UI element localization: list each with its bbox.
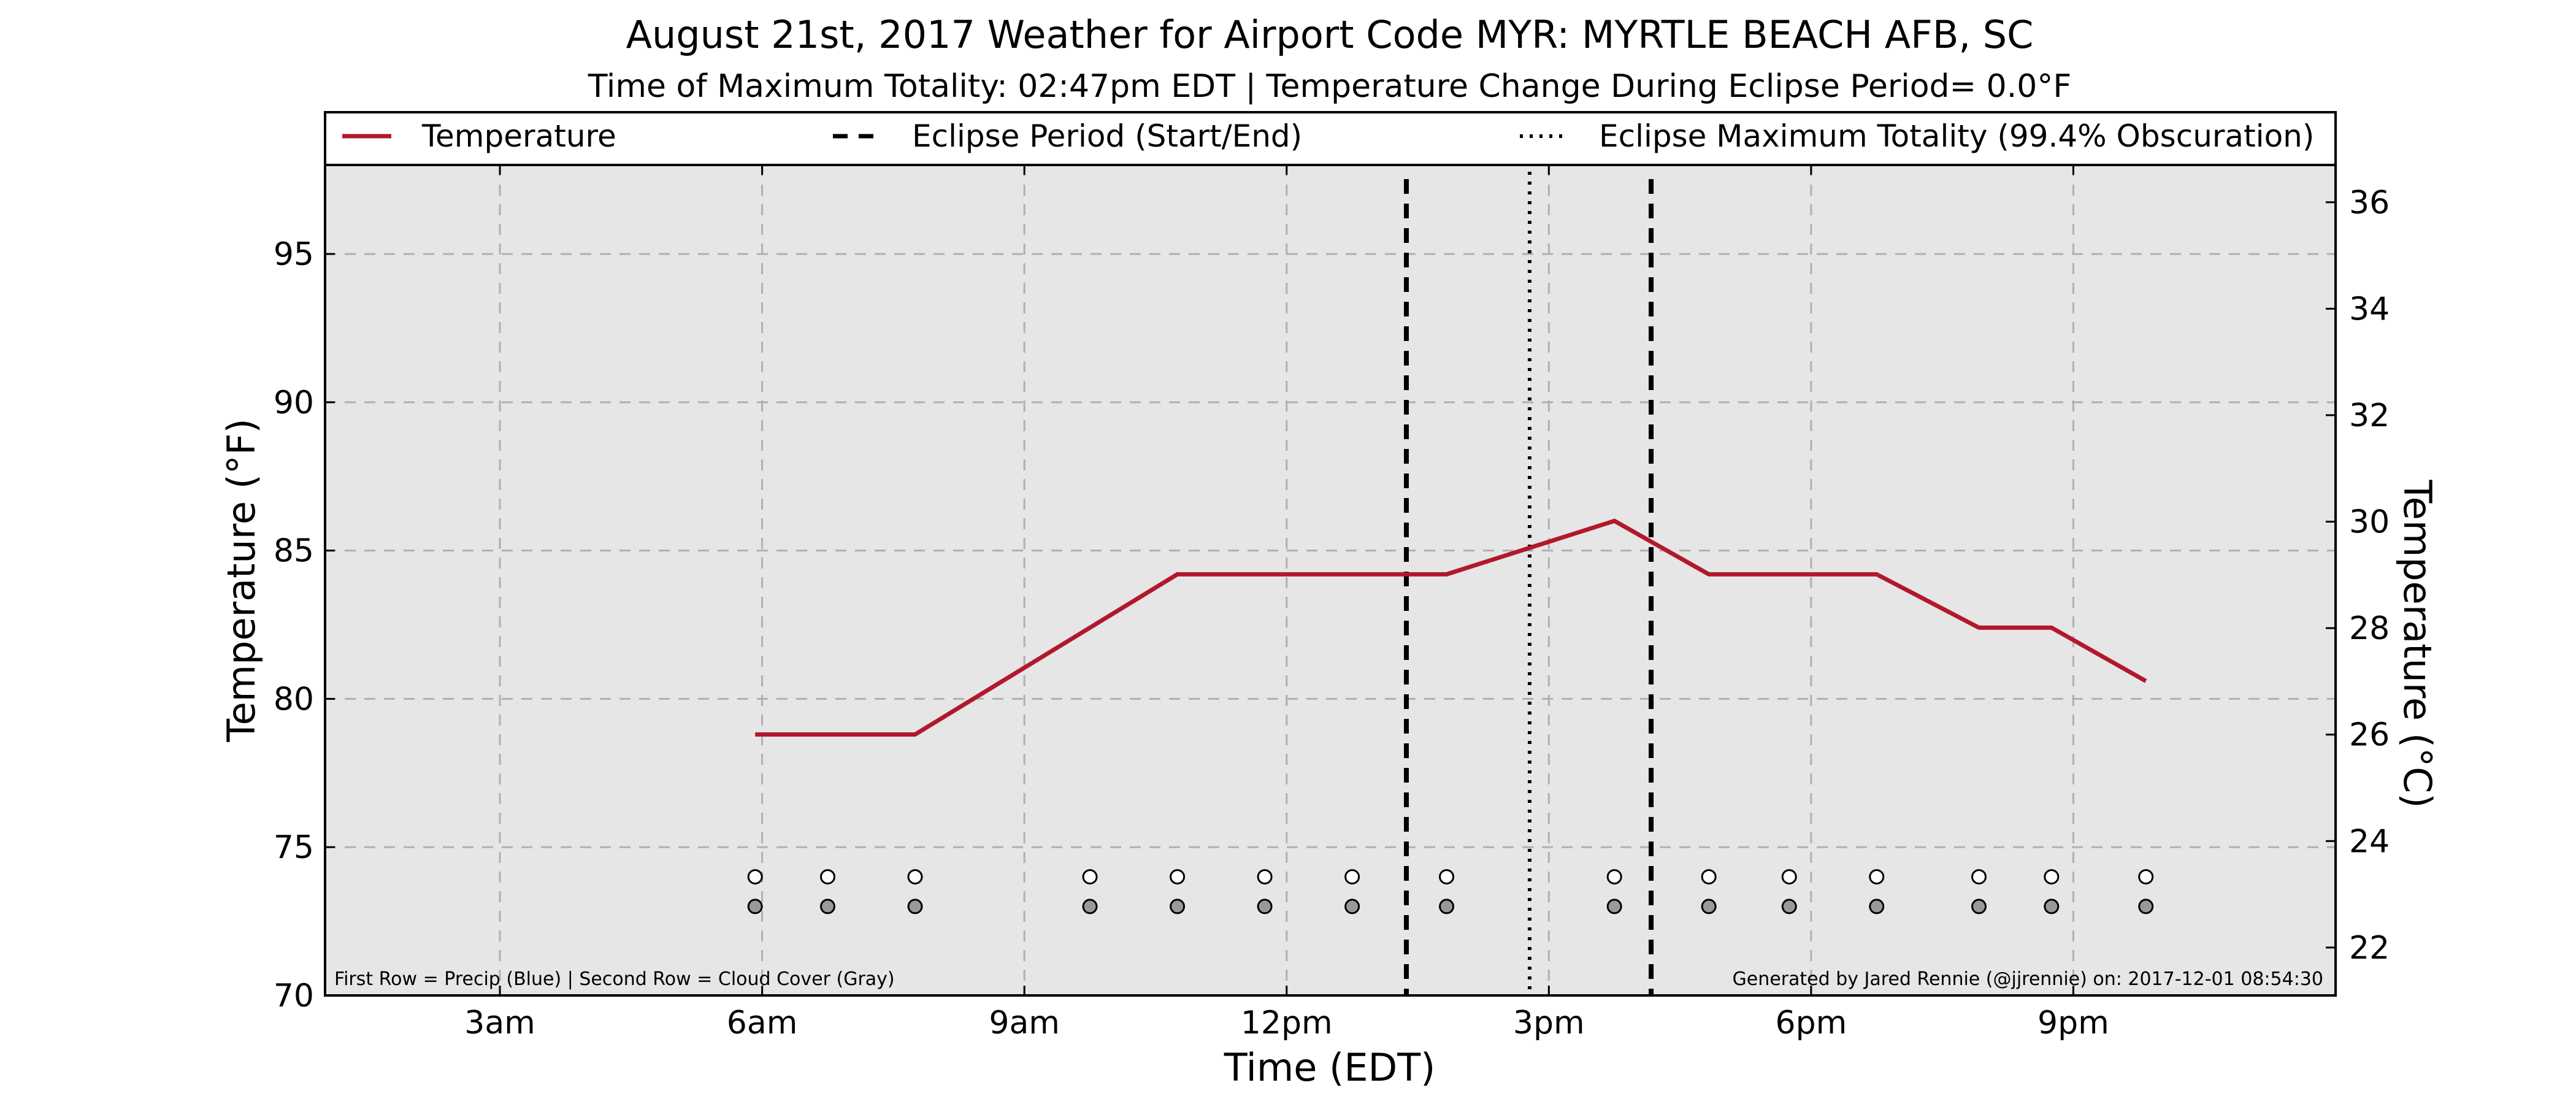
cloud-cover-marker xyxy=(907,899,923,914)
cloud-cover-marker xyxy=(1439,899,1455,914)
axes: 3am 6am 9am 12pm 3pm 6pm 9pm 70 75 80 85 90 95 22 24 26… xyxy=(274,165,2390,1041)
data-marks xyxy=(747,172,2154,995)
cloud-cover-marker xyxy=(2138,899,2154,914)
precip-marker xyxy=(1257,869,1273,885)
precip-marker xyxy=(2138,869,2154,885)
cloud-cover-marker xyxy=(1257,899,1273,914)
y-right-tick-label: 34 xyxy=(2349,291,2390,328)
y-tick-label: 80 xyxy=(274,681,314,718)
legend-box xyxy=(324,111,2337,166)
footnote-left: First Row = Precip (Blue) | Second Row =… xyxy=(334,968,895,990)
legend: Temperature Eclipse Period (Start/End) E… xyxy=(324,111,2337,166)
grid-lines xyxy=(325,165,2336,995)
chart-title: August 21st, 2017 Weather for Airport Co… xyxy=(626,12,2034,57)
y-right-tick-label: 32 xyxy=(2349,397,2390,434)
legend-eclipse-period-label: Eclipse Period (Start/End) xyxy=(912,118,1302,154)
precip-marker xyxy=(1082,869,1098,885)
y-tick-label: 90 xyxy=(274,385,314,421)
precip-marker xyxy=(1869,869,1885,885)
y-tick-label: 75 xyxy=(274,829,314,866)
y-tick-label: 85 xyxy=(274,533,314,570)
precip-marker xyxy=(2044,869,2060,885)
cloud-cover-marker xyxy=(1781,899,1797,914)
y-right-tick-label: 28 xyxy=(2349,610,2390,647)
chart-subtitle: Time of Maximum Totality: 02:47pm EDT | … xyxy=(588,68,2071,105)
x-axis-label: Time (EDT) xyxy=(1224,1045,1436,1090)
precip-marker xyxy=(1439,869,1455,885)
precip-marker xyxy=(747,869,763,885)
x-tick-label: 9pm xyxy=(2037,1005,2109,1041)
cloud-cover-marker xyxy=(747,899,763,914)
y-tick-label: 95 xyxy=(274,236,314,273)
precip-marker xyxy=(907,869,923,885)
precip-marker xyxy=(1701,869,1717,885)
cloud-cover-marker xyxy=(1869,899,1885,914)
x-tick-label: 3am xyxy=(464,1005,535,1041)
cloud-cover-marker xyxy=(1701,899,1717,914)
precip-marker xyxy=(1971,869,1987,885)
precip-marker xyxy=(820,869,835,885)
y-axis-label-left: Temperature (°F) xyxy=(219,418,264,742)
precip-marker xyxy=(1781,869,1797,885)
precip-marker xyxy=(1170,869,1186,885)
cloud-cover-marker xyxy=(2044,899,2060,914)
x-tick-label: 6am xyxy=(727,1005,798,1041)
y-right-tick-label: 36 xyxy=(2349,185,2390,221)
x-tick-label: 6pm xyxy=(1775,1005,1847,1041)
y-right-tick-label: 30 xyxy=(2349,504,2390,541)
x-tick-label: 9am xyxy=(989,1005,1060,1041)
footnote-right: Generated by Jared Rennie (@jjrennie) on… xyxy=(1733,968,2323,990)
precip-marker xyxy=(1344,869,1360,885)
temperature-series-line xyxy=(755,518,2147,737)
cloud-cover-marker xyxy=(1971,899,1987,914)
precip-marker xyxy=(1606,869,1622,885)
plot-area xyxy=(325,165,2336,995)
y-tick-label: 70 xyxy=(274,978,314,1014)
legend-temperature-label: Temperature xyxy=(421,118,616,154)
x-tick-label: 12pm xyxy=(1241,1005,1333,1041)
y-axis-label-right: Temperature (°C) xyxy=(2395,479,2440,808)
cloud-cover-marker xyxy=(1606,899,1622,914)
legend-eclipse-max-label: Eclipse Maximum Totality (99.4% Obscurat… xyxy=(1599,118,2314,154)
cloud-cover-marker xyxy=(820,899,835,914)
y-right-tick-label: 24 xyxy=(2349,823,2390,860)
cloud-cover-marker xyxy=(1082,899,1098,914)
cloud-cover-marker xyxy=(1170,899,1186,914)
x-tick-label: 3pm xyxy=(1513,1005,1585,1041)
y-right-tick-label: 26 xyxy=(2349,717,2390,754)
y-right-tick-label: 22 xyxy=(2349,930,2390,967)
cloud-cover-marker xyxy=(1344,899,1360,914)
